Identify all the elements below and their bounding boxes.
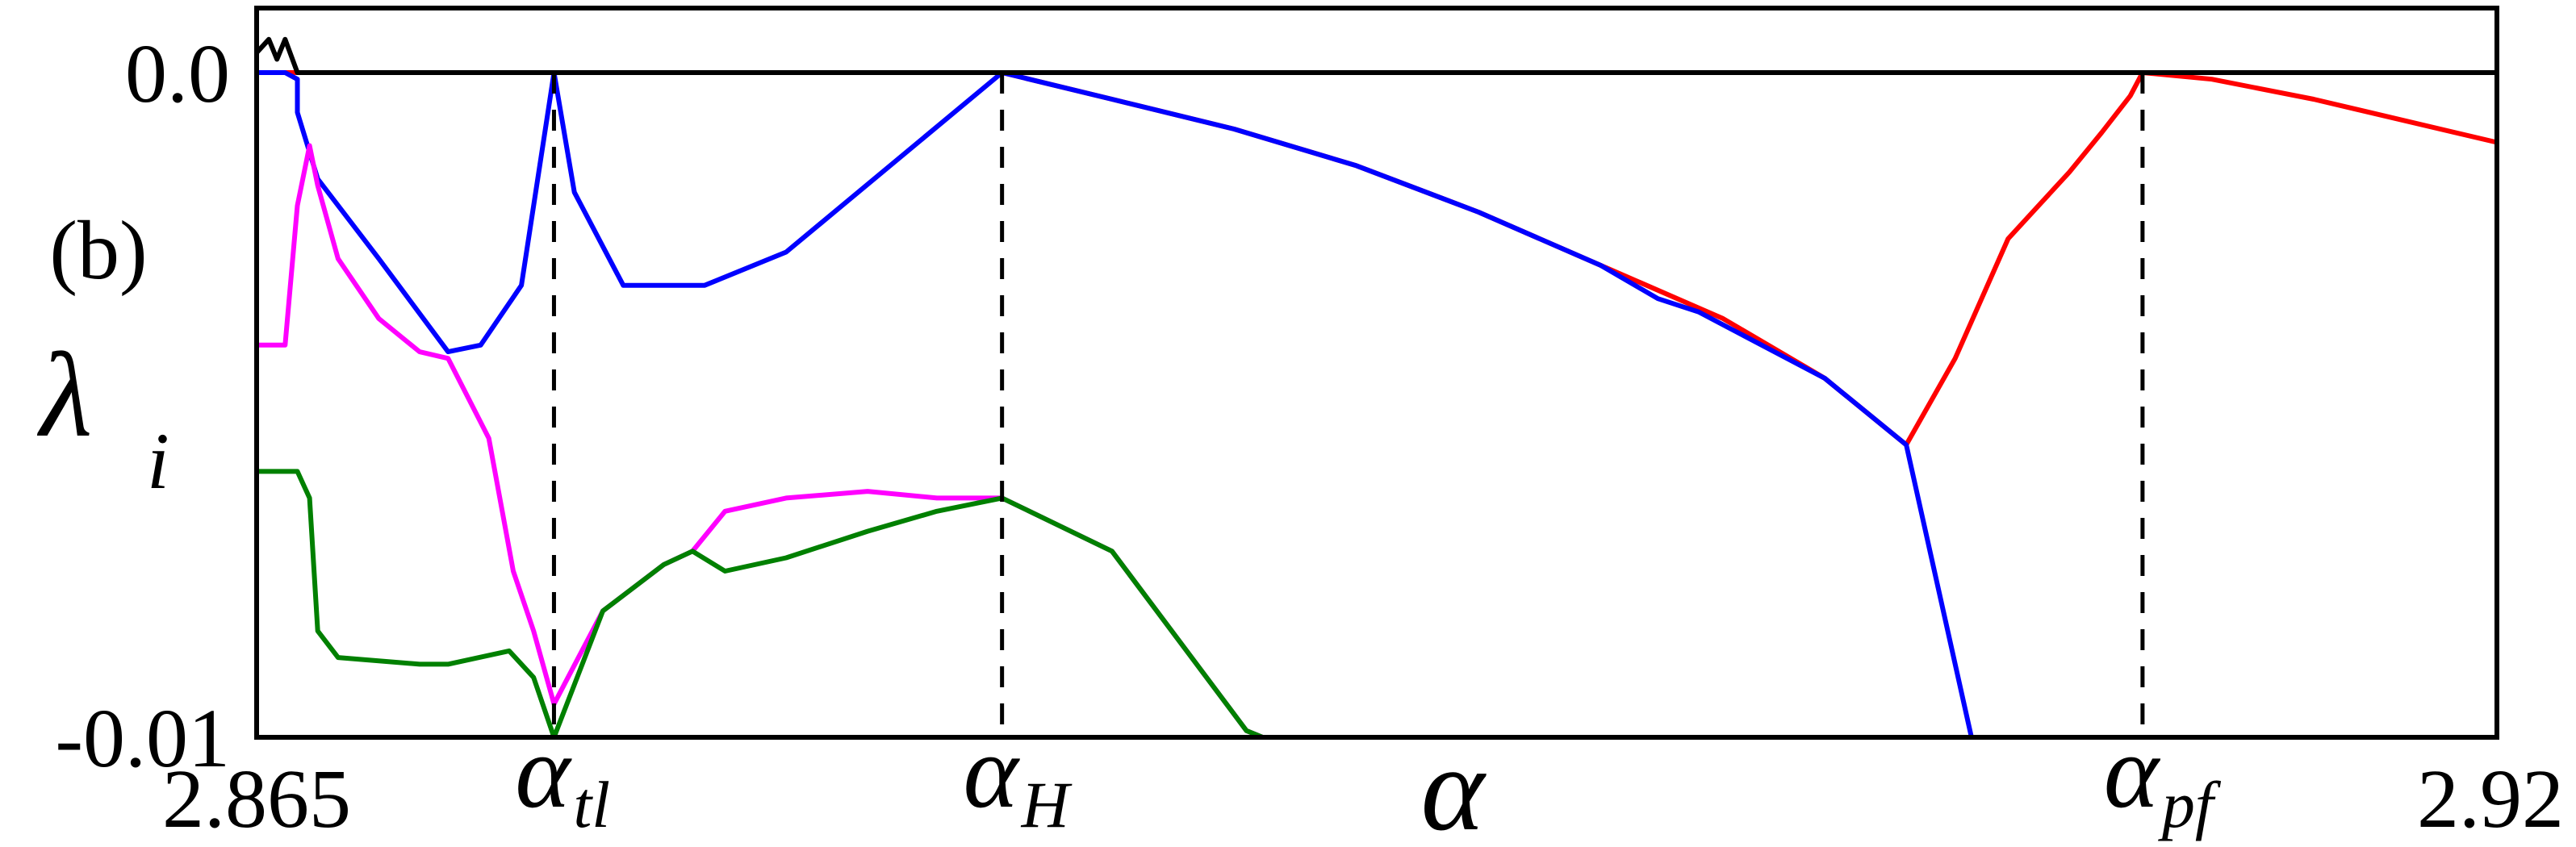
y-tick-label-top: 0.0: [125, 27, 230, 120]
reference-line-sublabel-2: pf: [2158, 768, 2222, 841]
y-tick-label-bottom: -0.01: [55, 692, 230, 785]
reference-line-label-1: α: [964, 714, 1021, 830]
series-line-0: [254, 70, 2499, 448]
reference-line-label-2: α: [2104, 714, 2161, 830]
x-tick-label-right: 2.92: [2417, 753, 2564, 845]
reference-line-sublabel-0: tl: [573, 768, 610, 841]
series-line-4: [254, 36, 2499, 75]
series-layer: [254, 36, 2499, 740]
panel-label: (b): [49, 204, 147, 297]
reference-line-sublabel-1: H: [1021, 768, 1073, 841]
x-tick-label-left: 2.865: [162, 753, 351, 845]
series-line-2: [254, 143, 1265, 740]
y-axis-label-main: λ: [37, 328, 93, 462]
reference-lines: [551, 73, 2145, 737]
plot-frame: [254, 6, 2499, 740]
series-line-3: [254, 469, 1265, 740]
x-axis-label: α: [1421, 722, 1487, 847]
reference-line-label-0: α: [515, 714, 572, 830]
y-axis-label: λ i: [37, 328, 169, 506]
y-axis-label-sub: i: [147, 416, 169, 506]
series-line-1: [254, 70, 1974, 740]
